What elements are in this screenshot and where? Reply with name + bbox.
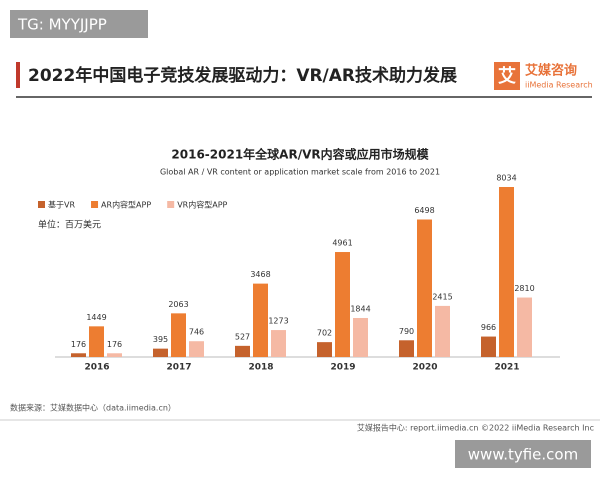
header-title: 2022年中国电子竞技发展驱动力：VR/AR技术助力发展 (28, 65, 457, 86)
legend-swatch (91, 201, 99, 208)
value-label: 966 (481, 323, 496, 332)
x-tick-label: 2021 (494, 363, 519, 373)
bar (153, 348, 168, 357)
value-label: 1844 (350, 304, 370, 313)
bar (189, 341, 204, 357)
footer: 艾媒报告中心: report.iimedia.cn ©2022 iiMedia … (357, 423, 594, 433)
legend-swatch (167, 201, 175, 208)
bar (235, 345, 250, 357)
value-label: 8034 (496, 174, 516, 183)
bar (435, 305, 450, 357)
x-tick-label: 2016 (84, 363, 109, 373)
brand-mark: 艾 (498, 65, 516, 87)
bar (107, 353, 122, 357)
bar (353, 317, 368, 357)
legend-label: AR内容型APP (101, 200, 151, 210)
value-label: 746 (189, 328, 204, 337)
brand: 艾媒咨询 (525, 63, 577, 79)
legend-label: 基于VR (48, 200, 75, 210)
site-watermark-box (455, 440, 591, 468)
value-label: 176 (71, 340, 86, 349)
watermark: TG: MYYJJPP (17, 16, 107, 34)
value-label: 395 (153, 335, 168, 344)
x-tick-label: 2018 (248, 363, 273, 373)
legend-swatch (38, 201, 45, 208)
bar (517, 297, 532, 357)
bar (399, 340, 414, 357)
bar (317, 342, 332, 357)
bar (417, 219, 432, 357)
brand-logo (494, 62, 520, 90)
value-label: 1273 (268, 317, 288, 326)
bar (171, 313, 186, 357)
bar (499, 187, 514, 357)
bar (481, 336, 496, 357)
bar (271, 330, 286, 357)
site-watermark: www.tyfie.com (468, 446, 578, 464)
value-label: 702 (317, 329, 332, 338)
bar (71, 353, 86, 357)
value-label: 176 (107, 340, 122, 349)
chart-title: 2016-2021年全球AR/VR内容或应用市场规模 (171, 147, 429, 162)
bar (335, 252, 350, 357)
value-label: 3468 (250, 270, 270, 279)
x-tick-label: 2020 (412, 363, 437, 373)
x-tick-label: 2017 (166, 363, 191, 373)
value-label: 2063 (168, 300, 188, 309)
value-label: 527 (235, 332, 250, 341)
header-accent (16, 62, 20, 88)
bar (253, 283, 268, 357)
unit-label: 单位：百万美元 (38, 219, 101, 231)
bar (89, 326, 104, 357)
value-label: 1449 (86, 313, 106, 322)
watermark-box (10, 10, 148, 38)
value-label: 790 (399, 327, 414, 336)
source: 数据来源：艾媒数据中心（data.iimedia.cn） (10, 403, 176, 413)
value-label: 4961 (332, 239, 352, 248)
value-label: 6498 (414, 206, 434, 215)
chart-subtitle: Global AR / VR content or application ma… (160, 168, 440, 177)
value-label: 2415 (432, 292, 452, 301)
brand-sub: iiMedia Research (525, 81, 593, 90)
value-label: 2810 (514, 284, 534, 293)
x-tick-label: 2019 (330, 363, 355, 373)
legend-label: VR内容型APP (177, 200, 227, 210)
